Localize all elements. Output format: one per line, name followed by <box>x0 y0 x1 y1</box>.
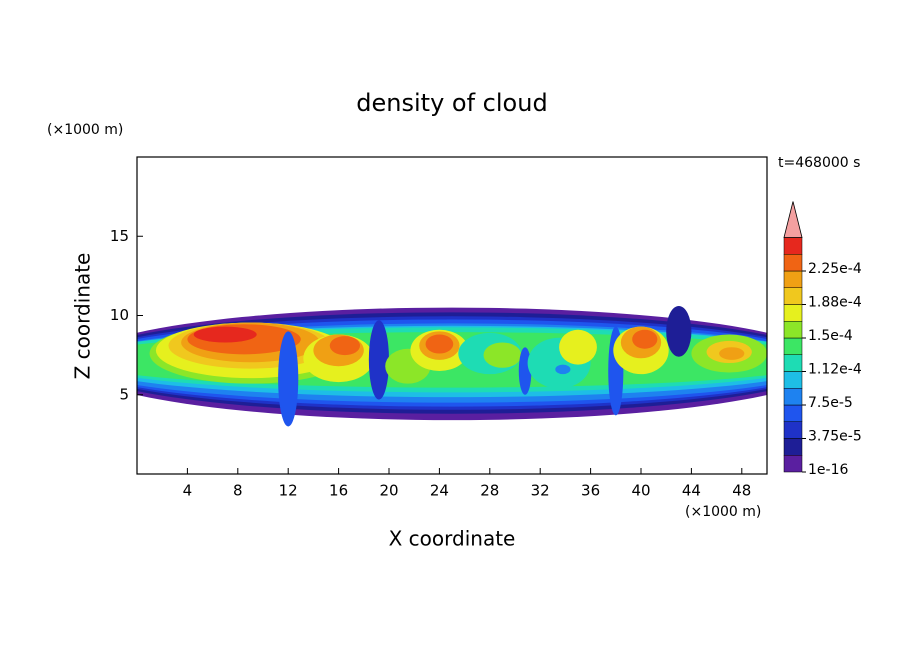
colorbar-swatch <box>783 270 803 288</box>
x-tick-label: 44 <box>682 482 701 500</box>
y-axis-label: Z coordinate <box>71 253 95 380</box>
colorbar-swatch <box>783 304 803 322</box>
colorbar-label: 3.75e-5 <box>808 429 862 445</box>
colorbar-swatch <box>783 321 803 339</box>
x-tick-label: 12 <box>279 482 298 500</box>
x-unit: (×1000 m) <box>685 504 761 520</box>
colorbar-swatch <box>783 237 803 255</box>
y-tick-label: 5 <box>119 385 129 403</box>
y-unit: (×1000 m) <box>47 122 123 138</box>
colorbar-label: 2.25e-4 <box>808 261 862 277</box>
contour-region <box>425 334 454 354</box>
colorbar-swatch <box>783 254 803 272</box>
contour-region <box>666 305 692 357</box>
colorbar-swatch <box>783 388 803 406</box>
contour-field <box>137 305 767 427</box>
colorbar-swatch <box>783 287 803 305</box>
colorbar-extend <box>783 201 803 238</box>
y-tick-label: 15 <box>110 227 129 245</box>
colorbar-swatch <box>783 438 803 456</box>
x-tick-label: 20 <box>379 482 398 500</box>
contour-region <box>719 347 745 360</box>
contour-region <box>559 329 597 365</box>
y-tick-label: 10 <box>110 306 129 324</box>
x-tick-label: 24 <box>430 482 449 500</box>
chart-title: density of cloud <box>356 89 547 117</box>
x-tick-label: 16 <box>329 482 348 500</box>
colorbar-label: 1e-16 <box>808 462 848 478</box>
colorbar-swatch <box>783 404 803 422</box>
x-tick-label: 8 <box>233 482 243 500</box>
colorbar-label: 7.5e-5 <box>808 395 853 411</box>
x-axis-label: X coordinate <box>389 527 516 551</box>
x-tick-label: 40 <box>631 482 650 500</box>
x-tick-label: 4 <box>183 482 193 500</box>
contour-region <box>483 342 522 368</box>
colorbar-swatch <box>783 337 803 355</box>
contour-region <box>555 364 571 375</box>
x-tick-label: 32 <box>531 482 550 500</box>
contour-region <box>278 331 299 427</box>
colorbar-swatch <box>783 354 803 372</box>
colorbar-label: 1.88e-4 <box>808 295 862 311</box>
contour-region <box>193 326 257 343</box>
colorbar-swatch <box>783 455 803 473</box>
colorbar-label: 1.5e-4 <box>808 328 853 344</box>
contour-region <box>632 329 658 349</box>
colorbar-swatch <box>783 371 803 389</box>
time-label: t=468000 s <box>778 155 860 171</box>
contour-region <box>329 336 361 356</box>
colorbar-label: 1.12e-4 <box>808 362 862 378</box>
x-tick-label: 28 <box>480 482 499 500</box>
contour-region <box>368 320 390 400</box>
colorbar-swatch <box>783 421 803 439</box>
x-tick-label: 48 <box>732 482 751 500</box>
x-tick-label: 36 <box>581 482 600 500</box>
